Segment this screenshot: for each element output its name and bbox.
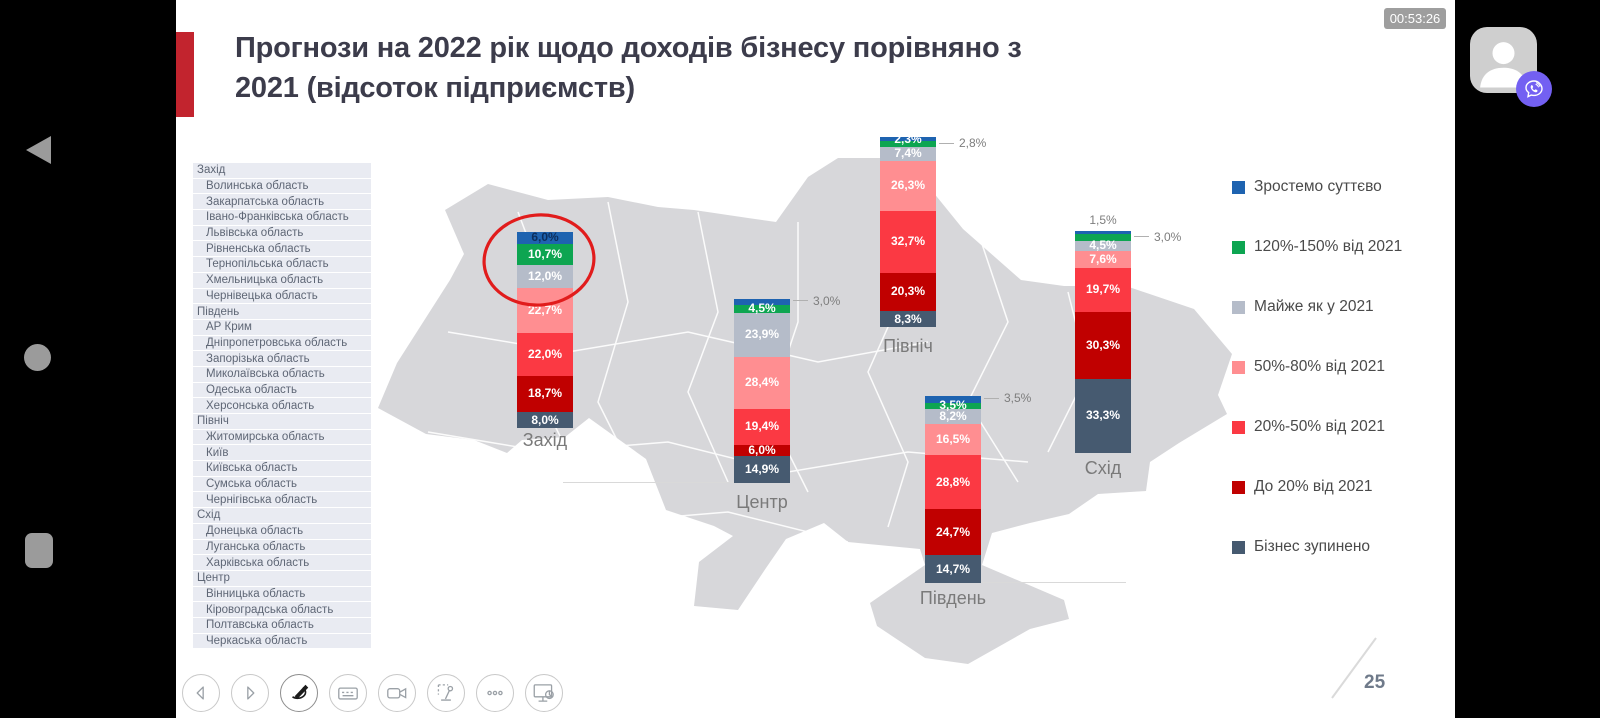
region-list-item: Тернопільська область	[193, 257, 371, 272]
chart-legend: Зростемо суттєво 120%-150% від 2021 Майже …	[1232, 178, 1402, 598]
region-list-item: Хмельницька область	[193, 272, 371, 288]
legend-swatch-icon	[1232, 360, 1245, 374]
call-timestamp: 00:53:26	[1384, 8, 1446, 29]
region-list-item: Запорізька область	[193, 351, 371, 366]
legend-item: 20%-50% від 2021	[1232, 418, 1402, 436]
region-list-item: Вінницька область	[193, 586, 371, 602]
viber-phone-icon	[1525, 80, 1543, 98]
keyboard-button[interactable]	[329, 674, 367, 712]
region-list-header: Південь	[193, 304, 371, 319]
next-icon	[247, 686, 255, 700]
region-list-header: Центр	[193, 570, 371, 586]
region-list-item: Закарпатська область	[193, 194, 371, 210]
more-dots-icon	[487, 690, 503, 696]
legend-swatch-icon	[1232, 420, 1245, 434]
region-list-item: Волинська область	[193, 178, 371, 194]
video-camera-icon	[387, 687, 407, 699]
region-list-item: Рівненська область	[193, 241, 371, 257]
leader-line-south	[981, 582, 1126, 583]
region-list-item: Київська область	[193, 461, 371, 476]
pointer-button[interactable]	[427, 674, 465, 712]
legend-item: 120%-150% від 2021	[1232, 238, 1402, 256]
legend-label: До 20% від 2021	[1254, 478, 1373, 495]
callout-label: 2,8%	[939, 136, 986, 150]
back-triangle-icon	[26, 136, 51, 164]
region-list-item: Чернігівська область	[193, 492, 371, 508]
annotation-circle-icon	[482, 213, 596, 307]
callout-line	[939, 142, 954, 144]
bar-segment	[880, 141, 936, 147]
legend-item: Зростемо суттєво	[1232, 178, 1402, 196]
region-list-item: Харківська область	[193, 555, 371, 570]
legend-item: Майже як у 2021	[1232, 298, 1402, 316]
leader-line-center	[563, 482, 734, 483]
region-list-item: Кіровоградська область	[193, 602, 371, 617]
back-button[interactable]	[23, 134, 53, 166]
camera-button[interactable]	[378, 674, 416, 712]
region-list-item: Чернівецька область	[193, 288, 371, 304]
region-list-item: Дніпропетровська область	[193, 335, 371, 351]
region-list-header: Захід	[193, 163, 371, 178]
home-button[interactable]	[24, 344, 51, 371]
legend-swatch-icon	[1232, 300, 1245, 314]
region-list-header: Схід	[193, 508, 371, 523]
region-list-item: Херсонська область	[193, 398, 371, 413]
more-options-button[interactable]	[476, 674, 514, 712]
viber-call-button[interactable]	[1516, 71, 1552, 107]
legend-swatch-icon	[1232, 240, 1245, 254]
legend-item: Бізнес зупинено	[1232, 538, 1402, 556]
region-list-item: Сумська область	[193, 476, 371, 492]
legend-swatch-icon	[1232, 540, 1245, 554]
title-accent-bar	[176, 32, 194, 117]
slide-title: Прогнози на 2022 рік щодо доходів бізнес…	[235, 32, 1022, 104]
legend-label: Зростемо суттєво	[1254, 178, 1382, 195]
segment-label: 2,3%	[894, 131, 922, 146]
region-list-item: Миколаївська область	[193, 366, 371, 382]
presentation-slide: Прогнози на 2022 рік щодо доходів бізнес…	[176, 0, 1455, 718]
legend-label: 50%-80% від 2021	[1254, 358, 1386, 375]
page-number: 25	[1364, 672, 1386, 693]
legend-swatch-icon	[1232, 180, 1245, 194]
person-silhouette-icon	[1480, 42, 1527, 88]
region-list-item: Луганська область	[193, 539, 371, 555]
region-list-item: Київ	[193, 445, 371, 461]
legend-label: 20%-50% від 2021	[1254, 418, 1386, 435]
next-button[interactable]	[231, 674, 269, 712]
legend-label: 120%-150% від 2021	[1254, 238, 1403, 255]
legend-label: Майже як у 2021	[1254, 298, 1374, 315]
recents-button[interactable]	[25, 533, 53, 568]
present-screen-icon	[533, 684, 554, 702]
previous-button[interactable]	[182, 674, 220, 712]
draw-button[interactable]	[280, 674, 318, 712]
draw-pen-icon	[292, 684, 309, 700]
region-list-item: Львівська область	[193, 225, 371, 241]
region-list-item: Одеська область	[193, 382, 371, 398]
region-list-item: АР Крим	[193, 319, 371, 335]
region-list-item: Івано-Франківська область	[193, 210, 371, 225]
keyboard-icon	[338, 687, 358, 700]
legend-item: До 20% від 2021	[1232, 478, 1402, 496]
region-list-header: Північ	[193, 414, 371, 429]
region-list-item: Донецька область	[193, 523, 371, 539]
region-list: Захід Волинська область Закарпатська облас…	[193, 163, 371, 649]
presenter-toolbar	[182, 674, 563, 712]
bar-segment: 2,3%	[880, 133, 936, 145]
region-list-item: Черкаська область	[193, 633, 371, 649]
legend-swatch-icon	[1232, 480, 1245, 494]
legend-item: 50%-80% від 2021	[1232, 358, 1402, 376]
slide-diagonal-line	[1331, 637, 1377, 699]
region-list-item: Житомирська область	[193, 429, 371, 445]
avatar[interactable]	[1470, 27, 1537, 93]
region-list-item: Полтавська область	[193, 617, 371, 633]
previous-icon	[196, 686, 204, 700]
legend-label: Бізнес зупинено	[1254, 538, 1371, 555]
callout-text: 2,8%	[959, 136, 987, 151]
pointer-icon	[437, 684, 454, 701]
present-screen-button[interactable]	[525, 674, 563, 712]
